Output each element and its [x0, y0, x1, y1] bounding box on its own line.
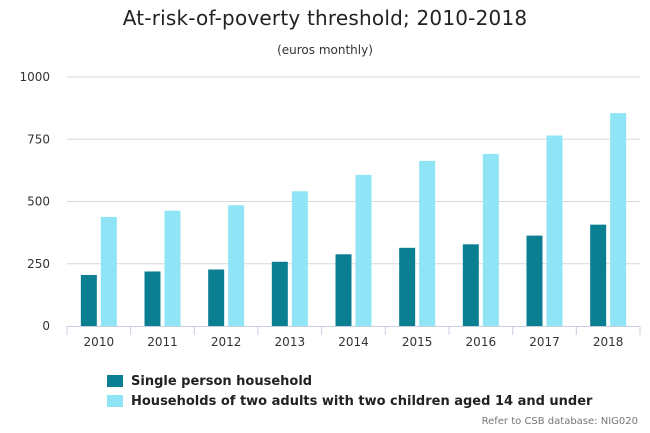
bars: Single person household 2010: 205Househo… — [80, 113, 627, 326]
y-tick-label: 0 — [42, 319, 50, 333]
y-tick-label: 250 — [27, 257, 50, 271]
y-tick-label: 750 — [27, 132, 50, 146]
x-axis: 2010 2011 2012 2013 2014 2015 2016 2017 2018 — [66, 326, 641, 349]
legend-label-single-person: Single person household — [131, 373, 313, 389]
x-tick-label: 2014 — [338, 335, 369, 349]
legend-swatch-two-adults-two-children — [107, 395, 123, 407]
chart-title: At-risk-of-poverty threshold; 2010-2018 — [122, 6, 528, 30]
legend-swatch-single-person — [107, 375, 123, 387]
bar-single-person-2014[interactable]: Single person household 2014: 288 — [335, 254, 352, 326]
bar-two-adults-two-children-2011[interactable]: Households of two adults with two childr… — [164, 210, 181, 326]
x-tick-label: 2015 — [402, 335, 433, 349]
x-tick-label: 2018 — [593, 335, 624, 349]
bar-two-adults-two-children-2016[interactable]: Households of two adults with two childr… — [482, 153, 499, 326]
bar-two-adults-two-children-2010[interactable]: Households of two adults with two childr… — [100, 216, 117, 326]
bar-two-adults-two-children-2015[interactable]: Households of two adults with two childr… — [419, 160, 436, 326]
bar-two-adults-two-children-2012[interactable]: Households of two adults with two childr… — [228, 205, 245, 326]
bar-two-adults-two-children-2013[interactable]: Households of two adults with two childr… — [291, 191, 308, 326]
bar-single-person-2011[interactable]: Single person household 2011: 219 — [144, 271, 161, 326]
bar-two-adults-two-children-2014[interactable]: Households of two adults with two childr… — [355, 174, 372, 326]
x-tick-label: 2017 — [529, 335, 560, 349]
source-credit: Refer to CSB database: NIG020 — [481, 416, 638, 427]
x-tick-label: 2012 — [211, 335, 242, 349]
bar-single-person-2016[interactable]: Single person household 2016: 328 — [462, 244, 479, 326]
y-tick-label: 1000 — [19, 70, 50, 84]
bar-two-adults-two-children-2017[interactable]: Households of two adults with two childr… — [546, 135, 563, 326]
legend-item-two-adults-two-children[interactable]: Households of two adults with two childr… — [107, 391, 592, 411]
bar-single-person-2017[interactable]: Single person household 2017: 363 — [526, 235, 543, 326]
bar-single-person-2012[interactable]: Single person household 2012: 227 — [208, 269, 225, 326]
legend-item-single-person[interactable]: Single person household — [107, 371, 592, 391]
legend-label-two-adults-two-children: Households of two adults with two childr… — [131, 393, 593, 409]
chart-subtitle: (euros monthly) — [277, 43, 373, 57]
y-tick-label: 500 — [27, 195, 50, 209]
bar-single-person-2015[interactable]: Single person household 2015: 314 — [399, 247, 416, 326]
bar-single-person-2013[interactable]: Single person household 2013: 258 — [271, 261, 288, 326]
legend: Single person household Households of tw… — [107, 371, 592, 411]
x-tick-label: 2013 — [275, 335, 306, 349]
gridlines — [67, 76, 640, 265]
y-axis-tick-labels: 0 250 500 750 1000 — [19, 70, 50, 333]
bar-two-adults-two-children-2018[interactable]: Households of two adults with two childr… — [610, 113, 627, 326]
bar-single-person-2010[interactable]: Single person household 2010: 205 — [80, 274, 97, 326]
bar-single-person-2018[interactable]: Single person household 2018: 407 — [590, 224, 607, 326]
x-tick-label: 2011 — [147, 335, 178, 349]
x-tick-label: 2016 — [466, 335, 497, 349]
x-tick-label: 2010 — [84, 335, 115, 349]
